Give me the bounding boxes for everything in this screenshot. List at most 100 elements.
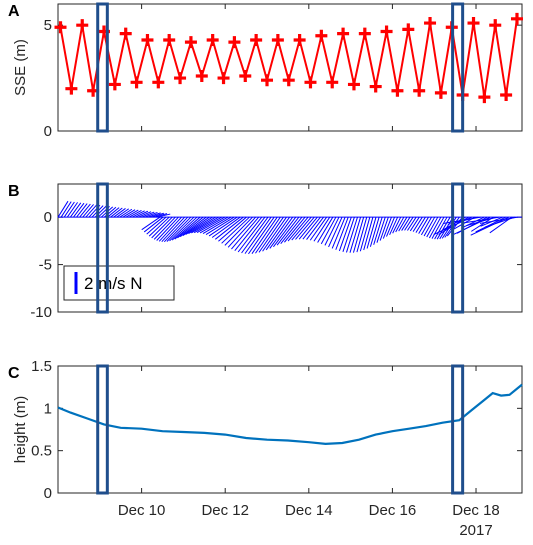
data-point-marker (152, 76, 165, 89)
panel-b: 0 -5 -10 B 2 m/s N (8, 182, 523, 321)
velocity-arrow (395, 216, 405, 233)
data-point-marker (119, 27, 132, 40)
velocity-arrow (79, 203, 91, 218)
velocity-arrow (420, 216, 432, 236)
velocity-arrow (134, 210, 149, 218)
data-point-marker (65, 82, 78, 95)
velocity-arrow (291, 216, 312, 241)
velocity-arrow (389, 216, 399, 235)
velocity-arrow (436, 216, 451, 240)
velocity-arrow (153, 213, 168, 218)
velocity-arrow (248, 216, 275, 255)
data-point-marker (184, 36, 197, 49)
y-tick-label: 0 (44, 209, 52, 226)
velocity-arrow (163, 216, 189, 243)
velocity-arrow (171, 216, 198, 241)
data-point-marker (434, 86, 447, 99)
data-point-marker (206, 33, 219, 46)
data-point-marker (424, 17, 437, 30)
velocity-arrow (431, 216, 445, 239)
velocity-arrow (205, 216, 235, 236)
velocity-arrow (185, 216, 213, 235)
velocity-arrow (153, 216, 176, 240)
velocity-arrow (221, 216, 250, 244)
velocity-arrow (147, 212, 161, 218)
y-tick-label: 0 (44, 123, 52, 140)
data-point-marker (347, 78, 360, 91)
data-point-marker (163, 33, 176, 46)
velocity-arrow (131, 210, 145, 218)
velocity-arrow (302, 216, 321, 240)
velocity-arrow (461, 216, 500, 224)
panel-label: B (8, 183, 20, 200)
velocity-arrow (345, 217, 358, 253)
data-point-marker (271, 33, 284, 46)
velocity-arrow (324, 216, 340, 246)
data-point-marker (337, 27, 350, 40)
panel-a: 0 5 A SSE (m) (8, 2, 523, 140)
y-axis-label: SSE (m) (12, 39, 29, 96)
velocity-arrow (386, 216, 395, 237)
velocity-arrow (218, 216, 247, 242)
velocity-arrow (479, 216, 519, 224)
velocity-arrow (382, 217, 392, 239)
velocity-arrow (237, 216, 266, 253)
velocity-arrow (320, 216, 337, 245)
velocity-arrow (85, 204, 98, 218)
velocity-arrow (208, 216, 238, 237)
velocity-arrow (241, 216, 269, 254)
x-tick-label: Dec 14 (285, 502, 333, 519)
data-point-marker (391, 84, 404, 97)
data-point-marker (250, 33, 263, 46)
velocity-arrow (398, 216, 408, 232)
velocity-arrow (401, 216, 411, 231)
velocity-arrow (284, 216, 306, 243)
velocity-arrow (251, 216, 278, 255)
velocity-arrow (418, 216, 429, 234)
velocity-arrow (143, 216, 164, 233)
velocity-arrow (426, 216, 439, 238)
velocity-arrow (156, 213, 171, 218)
data-point-marker (380, 25, 393, 38)
velocity-arrow (287, 216, 309, 242)
velocity-arrow (82, 204, 94, 218)
velocity-arrow (146, 216, 167, 235)
velocity-arrow (328, 216, 343, 248)
highlight-box (96, 182, 109, 314)
velocity-arrow (359, 217, 371, 252)
velocity-arrow (69, 202, 82, 218)
velocity-arrow (148, 216, 170, 237)
velocity-arrow (331, 216, 346, 249)
velocity-arrow (366, 217, 377, 249)
y-tick-label: 5 (44, 17, 52, 34)
velocity-arrow (113, 208, 126, 218)
highlight-box (96, 2, 109, 133)
velocity-arrow (376, 217, 386, 243)
velocity-arrow (349, 217, 362, 253)
velocity-arrow (158, 216, 182, 242)
velocity-arrow (255, 216, 281, 254)
velocity-arrow (122, 209, 136, 218)
velocity-arrow (151, 216, 173, 239)
velocity-arrow (313, 216, 331, 242)
velocity-arrow (63, 201, 75, 218)
velocity-arrow (169, 216, 195, 242)
velocity-arrow (116, 208, 129, 218)
velocity-arrow (298, 216, 318, 240)
velocity-arrow (234, 216, 263, 252)
velocity-arrow (211, 216, 241, 238)
data-point-marker (500, 89, 513, 102)
velocity-arrow (182, 216, 210, 236)
data-point-marker (369, 80, 382, 93)
data-point-marker (141, 33, 154, 46)
y-tick-label: -10 (30, 304, 52, 321)
velocity-arrow (202, 216, 232, 235)
data-point-marker (76, 19, 89, 32)
data-point-marker (489, 19, 502, 32)
data-point-marker (261, 74, 274, 87)
data-point-marker (217, 72, 230, 85)
velocity-arrow (258, 216, 284, 253)
velocity-arrow (110, 207, 123, 218)
